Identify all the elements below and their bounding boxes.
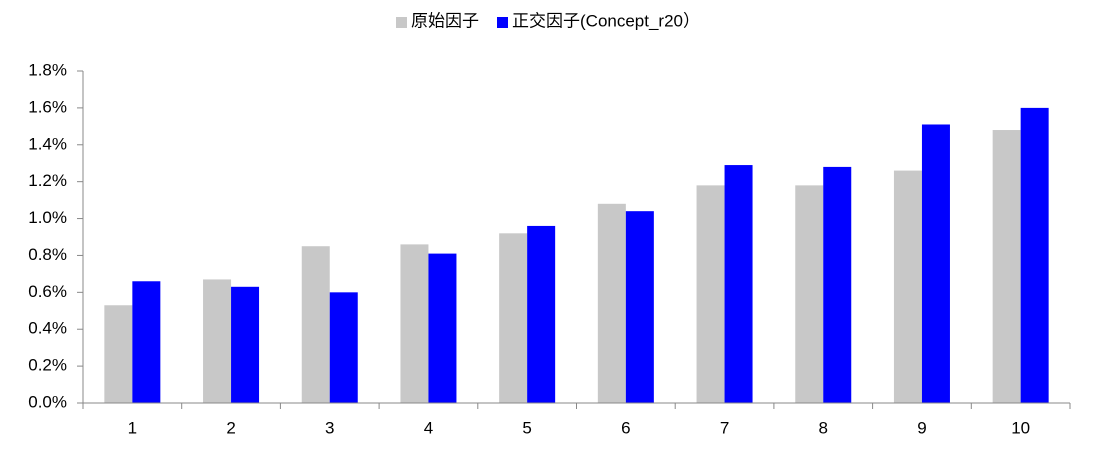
bar bbox=[921, 124, 950, 403]
legend-label: 正交因子(Concept_r20） bbox=[512, 11, 700, 30]
y-tick-label: 0.8% bbox=[28, 245, 67, 264]
bar bbox=[527, 225, 556, 403]
bar bbox=[301, 246, 330, 403]
x-tick-label: 2 bbox=[226, 418, 235, 437]
y-tick-label: 1.8% bbox=[28, 60, 67, 79]
y-tick-label: 0.0% bbox=[28, 392, 67, 411]
bar bbox=[428, 253, 457, 403]
y-tick-label: 1.2% bbox=[28, 171, 67, 190]
y-tick-label: 0.6% bbox=[28, 282, 67, 301]
x-tick-label: 1 bbox=[128, 418, 137, 437]
bar bbox=[597, 203, 626, 403]
legend-swatch bbox=[396, 17, 407, 28]
bar bbox=[400, 244, 429, 403]
bar bbox=[499, 233, 528, 403]
bar bbox=[696, 185, 725, 403]
bar bbox=[1020, 107, 1049, 403]
x-tick-label: 7 bbox=[720, 418, 729, 437]
bar bbox=[625, 211, 654, 403]
legend-label: 原始因子 bbox=[411, 11, 479, 30]
y-tick-label: 0.2% bbox=[28, 356, 67, 375]
x-tick-label: 8 bbox=[819, 418, 828, 437]
x-tick-label: 3 bbox=[325, 418, 334, 437]
x-tick-label: 6 bbox=[621, 418, 630, 437]
legend-swatch bbox=[497, 17, 508, 28]
y-tick-label: 1.6% bbox=[28, 97, 67, 116]
x-tick-label: 4 bbox=[424, 418, 433, 437]
bar bbox=[132, 281, 161, 403]
bar bbox=[893, 170, 922, 403]
bar bbox=[724, 165, 753, 403]
y-tick-label: 0.4% bbox=[28, 319, 67, 338]
bar bbox=[329, 292, 358, 403]
bar bbox=[992, 130, 1021, 403]
bar bbox=[795, 185, 824, 403]
bar bbox=[823, 166, 852, 403]
y-tick-label: 1.0% bbox=[28, 208, 67, 227]
bar bbox=[203, 279, 232, 403]
x-tick-label: 9 bbox=[917, 418, 926, 437]
bar bbox=[104, 305, 133, 403]
bar bbox=[231, 286, 260, 403]
y-tick-label: 1.4% bbox=[28, 134, 67, 153]
x-tick-label: 10 bbox=[1011, 418, 1030, 437]
x-tick-label: 5 bbox=[522, 418, 531, 437]
